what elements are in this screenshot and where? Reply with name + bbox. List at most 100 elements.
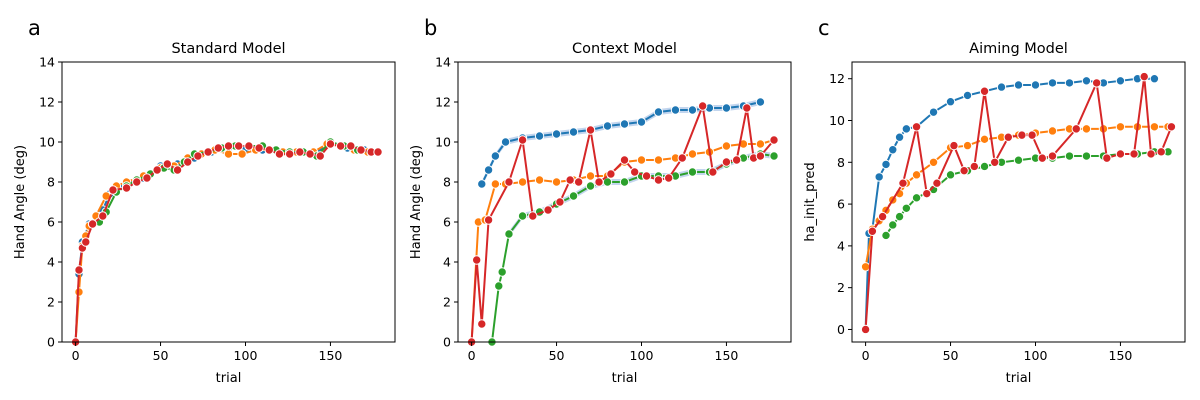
data-point xyxy=(670,105,681,115)
data-point xyxy=(183,157,193,167)
y-tick-label: 6 xyxy=(443,215,451,230)
data-point xyxy=(629,167,640,177)
x-tick-label: 0 xyxy=(468,348,476,363)
y-tick-label: 8 xyxy=(47,175,55,190)
data-point xyxy=(213,143,224,153)
data-point xyxy=(996,82,1007,92)
y-axis-label: Hand Angle (deg) xyxy=(409,145,424,259)
data-point xyxy=(663,173,674,183)
y-tick-label: 10 xyxy=(39,135,55,150)
data-point xyxy=(551,177,562,187)
data-point xyxy=(497,267,507,277)
data-point xyxy=(1115,76,1126,86)
y-tick-label: 10 xyxy=(829,113,845,128)
data-point xyxy=(315,151,325,161)
data-point xyxy=(335,141,346,151)
data-point xyxy=(585,125,596,135)
data-point xyxy=(894,132,905,142)
series-green xyxy=(487,149,779,347)
y-tick-label: 14 xyxy=(435,55,451,70)
chart-title: Standard Model xyxy=(171,41,285,57)
series-red xyxy=(860,71,1177,335)
y-tick-label: 12 xyxy=(435,95,451,110)
data-point xyxy=(203,147,213,157)
series-blue xyxy=(477,97,766,189)
y-tick-label: 12 xyxy=(39,95,55,110)
y-tick-label: 4 xyxy=(47,255,55,270)
x-axis-label: trial xyxy=(216,371,242,386)
series-red xyxy=(466,101,779,347)
data-point xyxy=(687,167,698,177)
series-blue xyxy=(860,74,1160,335)
series-line xyxy=(470,102,775,343)
data-point xyxy=(755,151,766,161)
data-point xyxy=(1102,153,1112,163)
data-point xyxy=(877,211,888,222)
data-point xyxy=(990,157,1000,167)
data-point xyxy=(721,157,732,167)
data-point xyxy=(677,153,687,163)
data-point xyxy=(1166,122,1177,132)
data-point xyxy=(755,97,766,107)
data-point xyxy=(551,129,562,139)
panel-b: b Context Model 0 50 100 150 0 2 4 6 8 10 12 14 trial H… xyxy=(409,16,792,386)
x-tick-label: 0 xyxy=(72,348,80,363)
data-point xyxy=(636,117,647,127)
data-point xyxy=(874,172,884,182)
data-point xyxy=(619,177,630,187)
data-point xyxy=(894,211,905,222)
data-point xyxy=(87,219,98,229)
data-point xyxy=(932,178,942,188)
series-line xyxy=(74,142,379,343)
y-tick-label: 6 xyxy=(47,215,55,230)
data-point xyxy=(500,137,511,147)
data-point xyxy=(860,324,871,335)
data-point xyxy=(653,107,664,117)
data-point xyxy=(356,145,366,155)
data-point xyxy=(98,211,108,221)
data-point xyxy=(1115,122,1126,132)
data-point xyxy=(346,141,356,151)
data-point xyxy=(1047,151,1058,161)
series-orange xyxy=(70,139,383,347)
data-point xyxy=(979,161,990,172)
data-point xyxy=(295,147,305,157)
data-point xyxy=(641,171,652,181)
data-point xyxy=(1081,76,1092,86)
x-tick-label: 0 xyxy=(862,348,870,363)
data-point xyxy=(1064,151,1075,161)
data-point xyxy=(543,205,553,215)
x-tick-label: 100 xyxy=(630,348,654,363)
data-point xyxy=(1030,80,1041,90)
y-tick-label: 2 xyxy=(47,295,55,310)
x-tick-label: 50 xyxy=(943,348,959,363)
series-line xyxy=(490,152,775,343)
data-point xyxy=(1156,147,1166,157)
data-point xyxy=(1017,130,1027,140)
y-tick-label: 8 xyxy=(443,175,451,190)
y-tick-label: 14 xyxy=(39,55,55,70)
y-axis-label: Hand Angle (deg) xyxy=(13,145,28,259)
data-point xyxy=(769,151,779,161)
data-point xyxy=(1149,122,1160,132)
data-point xyxy=(769,135,779,145)
data-point xyxy=(254,143,264,153)
data-point xyxy=(721,103,732,113)
data-point xyxy=(959,165,969,176)
plot-frame xyxy=(61,61,396,343)
data-point xyxy=(1146,149,1156,159)
series-blue xyxy=(70,139,383,347)
data-point xyxy=(881,230,891,241)
x-axis-label: trial xyxy=(1006,371,1032,386)
data-point xyxy=(901,203,912,213)
data-point xyxy=(901,124,912,134)
data-point xyxy=(565,175,575,185)
data-point xyxy=(108,185,118,195)
y-tick-label: 4 xyxy=(837,238,845,253)
y-tick-label: 4 xyxy=(443,255,451,270)
y-tick-label: 2 xyxy=(443,295,451,310)
data-point xyxy=(568,191,579,201)
data-point xyxy=(483,165,494,175)
data-point xyxy=(81,237,91,247)
data-point xyxy=(721,141,732,151)
